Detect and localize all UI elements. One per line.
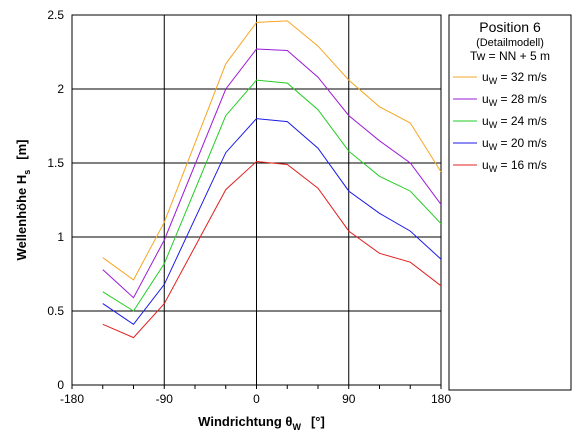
x-tick-label: 180 — [431, 392, 451, 406]
y-tick-labels: 0 0.5 1 1.5 2 2.5 — [47, 8, 64, 392]
series-line — [102, 160, 442, 339]
series-line — [102, 118, 442, 325]
x-minor-ticks — [71, 385, 442, 389]
y-tick-label: 1 — [57, 230, 64, 244]
legend-label: uW = 32 m/s — [482, 70, 547, 86]
y-tick-label: 1.5 — [47, 156, 64, 170]
legend-label: uW = 20 m/s — [482, 136, 547, 152]
legend: Position 6 (Detailmodell) Tw = NN + 5 m … — [448, 14, 572, 391]
y-tick-label: 2.5 — [47, 8, 64, 22]
legend-label: uW = 16 m/s — [482, 158, 547, 174]
y-tick-label: 0 — [57, 378, 64, 392]
y-tick-label: 2 — [57, 82, 64, 96]
legend-label: uW = 28 m/s — [482, 92, 547, 108]
series-line — [102, 20, 442, 281]
x-tick-label: -90 — [156, 392, 174, 406]
x-tick-label: 90 — [342, 392, 356, 406]
y-tick-label: 0.5 — [47, 304, 64, 318]
series-line — [102, 79, 442, 312]
grid-lines — [72, 15, 441, 385]
series-layer — [102, 20, 442, 339]
legend-label: uW = 24 m/s — [482, 114, 547, 130]
series-line — [102, 48, 442, 299]
y-axis-title: Wellenhöhe Hs[m] — [14, 140, 32, 261]
x-tick-label: -180 — [60, 392, 84, 406]
legend-entries: uW = 32 m/s uW = 28 m/s uW = 24 m/s uW = 20… — [453, 70, 547, 174]
legend-condition: Tw = NN + 5 m — [470, 49, 550, 63]
legend-title: Position 6 — [479, 19, 541, 35]
legend-subtitle: (Detailmodell) — [476, 37, 544, 49]
x-tick-labels: -180 -90 0 90 180 — [60, 392, 451, 406]
x-tick-label: 0 — [253, 392, 260, 406]
x-axis-title: Windrichtung θW [°] — [198, 414, 325, 432]
